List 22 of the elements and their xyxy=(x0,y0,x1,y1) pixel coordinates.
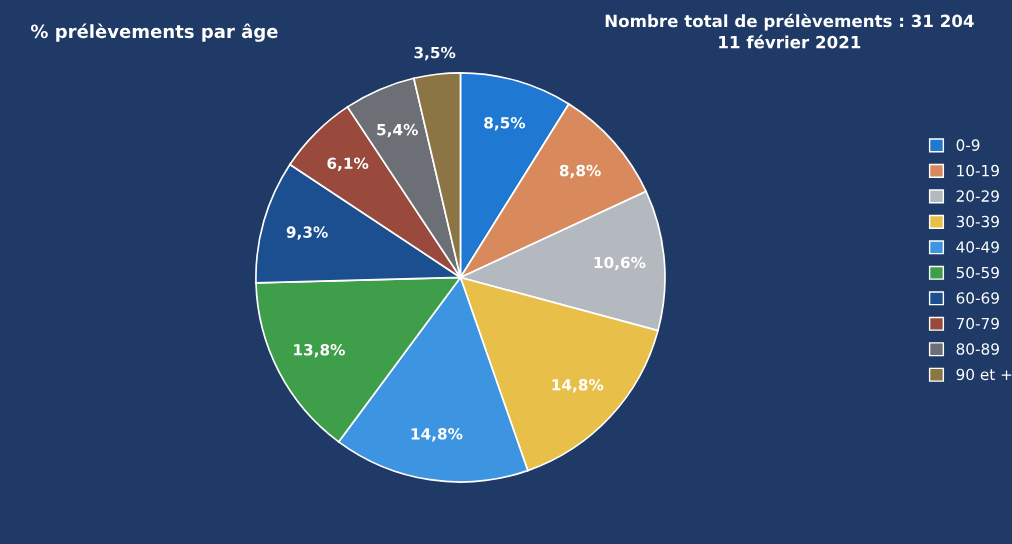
legend-label: 10-19 xyxy=(957,164,999,177)
chart-title: % prélèvements par âge xyxy=(30,23,278,42)
data-label: 6,1% xyxy=(327,157,369,172)
data-label: 8,8% xyxy=(559,164,601,179)
data-label: 10,6% xyxy=(594,256,646,271)
legend-label: 60-69 xyxy=(956,292,999,304)
legend-label: 40-49 xyxy=(956,241,999,253)
legend-label: 0-9 xyxy=(956,139,980,151)
legend-label: 80-89 xyxy=(956,343,999,355)
legend-label: 70-79 xyxy=(956,317,999,330)
chart-subtitle: Nombre total de prélèvements : 31 204 11 février 2021 xyxy=(605,13,974,49)
data-label: 5,4% xyxy=(377,123,418,138)
data-label: 3,5% xyxy=(414,46,456,61)
data-label: 13,8% xyxy=(294,343,345,358)
legend-label: 20-29 xyxy=(956,190,999,202)
legend-label: 50-59 xyxy=(956,266,999,279)
legend-label: 90 et + xyxy=(956,368,1012,381)
data-label: 9,3% xyxy=(286,226,328,240)
data-label: 14,8% xyxy=(552,378,604,393)
legend-label: 30-39 xyxy=(956,215,999,228)
data-label: 8,5% xyxy=(484,116,526,131)
data-label: 14,8% xyxy=(411,428,463,442)
